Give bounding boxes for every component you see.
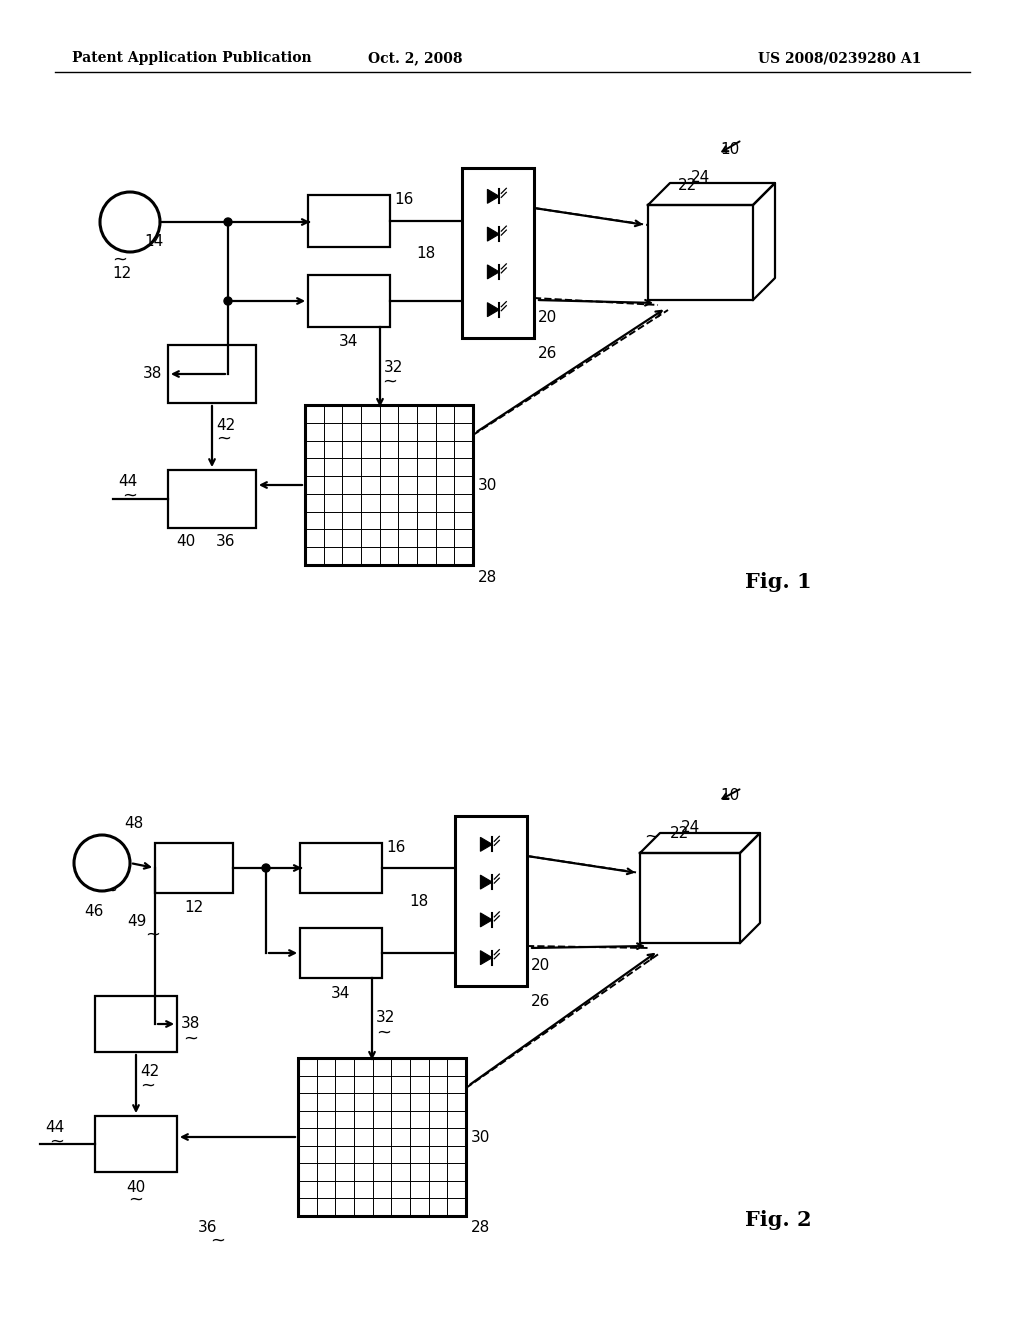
Circle shape xyxy=(224,218,232,226)
Text: 12: 12 xyxy=(184,900,204,916)
Text: ~: ~ xyxy=(377,1024,391,1041)
Text: 42: 42 xyxy=(140,1064,160,1080)
Text: 24: 24 xyxy=(690,169,710,185)
Text: 22: 22 xyxy=(670,825,689,841)
Text: 32: 32 xyxy=(384,359,403,375)
Text: ~: ~ xyxy=(140,1077,156,1096)
Text: 18: 18 xyxy=(417,246,436,260)
Text: 32: 32 xyxy=(376,1011,395,1026)
Text: 24: 24 xyxy=(680,821,699,836)
Text: 44: 44 xyxy=(45,1121,65,1135)
Text: 20: 20 xyxy=(531,958,550,974)
Text: ~: ~ xyxy=(102,882,118,900)
Polygon shape xyxy=(480,837,493,851)
Text: 42: 42 xyxy=(216,417,236,433)
Bar xyxy=(308,195,390,247)
Text: 18: 18 xyxy=(410,894,429,908)
Text: ~: ~ xyxy=(383,374,397,391)
Bar xyxy=(95,1115,177,1172)
Text: 26: 26 xyxy=(538,346,557,360)
Text: 16: 16 xyxy=(386,841,406,855)
Bar xyxy=(300,928,382,978)
Text: 49: 49 xyxy=(128,913,147,928)
Text: 22: 22 xyxy=(678,177,697,193)
Text: 28: 28 xyxy=(478,569,498,585)
Text: 14: 14 xyxy=(144,235,163,249)
Text: 46: 46 xyxy=(84,903,103,919)
Text: Fig. 2: Fig. 2 xyxy=(744,1210,811,1230)
Text: 34: 34 xyxy=(339,334,358,348)
Text: ~: ~ xyxy=(644,828,659,846)
Polygon shape xyxy=(480,875,493,890)
Bar xyxy=(455,816,527,986)
Bar xyxy=(298,1059,466,1216)
Bar xyxy=(168,470,256,528)
Text: 44: 44 xyxy=(118,474,137,490)
Polygon shape xyxy=(480,913,493,927)
Text: 48: 48 xyxy=(124,816,143,830)
Text: ~: ~ xyxy=(123,487,137,506)
Text: 10: 10 xyxy=(720,143,739,157)
Text: US 2008/0239280 A1: US 2008/0239280 A1 xyxy=(759,51,922,65)
Text: ~: ~ xyxy=(211,1232,225,1250)
Text: 26: 26 xyxy=(531,994,550,1008)
Bar xyxy=(305,405,473,565)
Bar xyxy=(155,843,233,894)
Text: Patent Application Publication: Patent Application Publication xyxy=(72,51,311,65)
Text: 16: 16 xyxy=(394,193,414,207)
Polygon shape xyxy=(487,189,500,203)
Text: 34: 34 xyxy=(332,986,350,1001)
Text: 30: 30 xyxy=(471,1130,490,1144)
Text: ~: ~ xyxy=(49,1133,65,1151)
Text: 40: 40 xyxy=(126,1180,145,1195)
Text: 36: 36 xyxy=(216,535,236,549)
Text: 12: 12 xyxy=(113,267,132,281)
Text: 38: 38 xyxy=(142,367,162,381)
Text: ~: ~ xyxy=(128,1191,143,1209)
Text: 28: 28 xyxy=(471,1221,490,1236)
Text: ~: ~ xyxy=(183,1030,199,1048)
Text: Fig. 1: Fig. 1 xyxy=(744,572,811,591)
Bar xyxy=(308,275,390,327)
Text: Oct. 2, 2008: Oct. 2, 2008 xyxy=(368,51,462,65)
Bar xyxy=(462,168,534,338)
Circle shape xyxy=(262,865,270,873)
Circle shape xyxy=(100,191,160,252)
Bar xyxy=(168,345,256,403)
Text: 30: 30 xyxy=(478,478,498,492)
Circle shape xyxy=(224,297,232,305)
Text: 36: 36 xyxy=(199,1221,218,1236)
Polygon shape xyxy=(487,265,500,279)
Text: ~: ~ xyxy=(216,430,231,447)
Polygon shape xyxy=(480,950,493,965)
Text: 10: 10 xyxy=(720,788,739,804)
Circle shape xyxy=(74,836,130,891)
Text: ~: ~ xyxy=(113,251,128,269)
Polygon shape xyxy=(487,227,500,242)
Text: ~: ~ xyxy=(145,927,161,944)
Bar xyxy=(95,997,177,1052)
Polygon shape xyxy=(487,302,500,317)
Text: 38: 38 xyxy=(181,1016,201,1031)
Bar xyxy=(300,843,382,894)
Text: 20: 20 xyxy=(538,310,557,326)
Text: 40: 40 xyxy=(176,535,196,549)
